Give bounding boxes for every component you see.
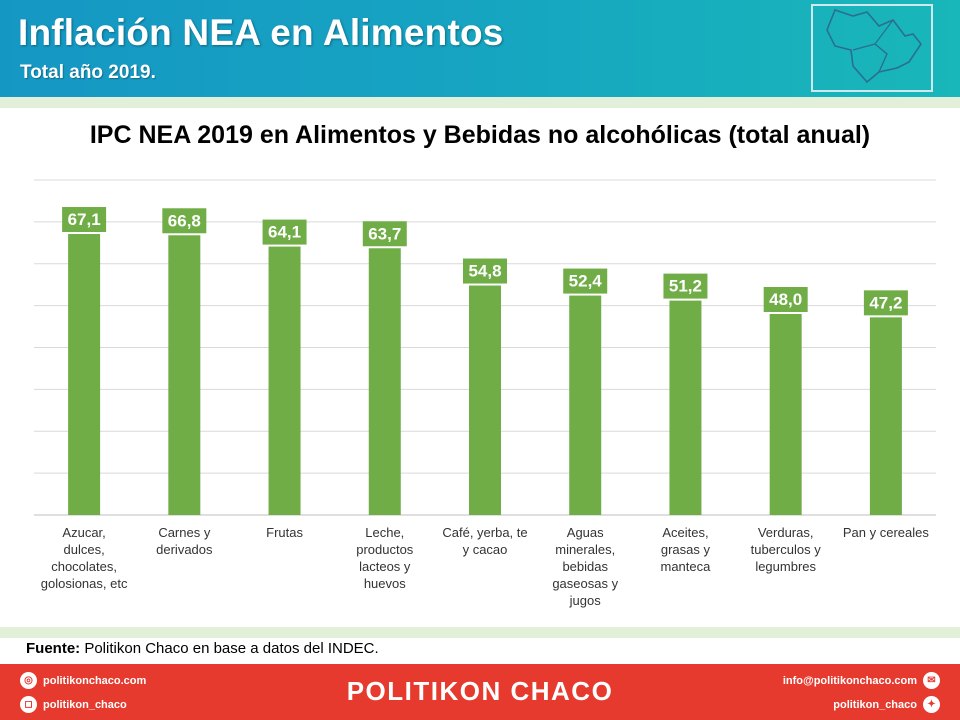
data-label-box — [563, 268, 608, 294]
bar — [68, 234, 101, 516]
data-label: 51,2 — [669, 277, 702, 296]
category-label: Azucar, dulces, chocolates, golosionas, etc — [41, 525, 128, 591]
category-label: Aceites, grasas y manteca — [661, 525, 712, 574]
bar — [669, 300, 702, 515]
data-label: 64,1 — [268, 223, 301, 242]
category-label: Carnes y derivados — [156, 525, 213, 557]
data-label-box — [362, 221, 407, 247]
data-label-box — [463, 258, 507, 284]
footer-instagram: politikon_chaco — [43, 698, 127, 711]
data-label-box — [62, 207, 107, 233]
category-label: Verduras, tuberculos y legumbres — [751, 525, 822, 574]
category-label: Pan y cereales — [843, 525, 929, 540]
footer-email-link[interactable]: info@politikonchaco.com ✉ — [783, 672, 940, 689]
bar-chart: 67,1 66,8 64,1 63,7 54,8 52,4 51,2 48,0 47,2 Azu… — [34, 179, 936, 608]
data-label: 54,8 — [468, 262, 501, 281]
bar — [869, 317, 902, 515]
data-label: 66,8 — [168, 211, 201, 230]
instagram-icon: ◻ — [20, 696, 37, 713]
bar — [469, 285, 501, 515]
bar — [769, 314, 802, 515]
data-label-box — [763, 287, 808, 312]
top-accent-band — [0, 97, 960, 108]
data-label-box — [663, 273, 708, 299]
data-label-box — [262, 219, 307, 245]
data-label: 48,0 — [769, 290, 802, 309]
data-label: 63,7 — [368, 224, 401, 243]
data-label: 67,1 — [68, 210, 101, 229]
footer-bar: ◎ politikonchaco.com ◻ politikon_chaco P… — [0, 664, 960, 720]
footer-twitter-link[interactable]: politikon_chaco ✦ — [833, 696, 940, 713]
data-label: 47,2 — [869, 293, 902, 312]
category-label: Leche, productos lacteos y huevos — [356, 525, 414, 591]
category-label: Frutas — [266, 525, 303, 540]
footer-email: info@politikonchaco.com — [782, 674, 917, 687]
source-text: Politikon Chaco en base a datos del INDE… — [80, 640, 379, 657]
page-title: Inflación NEA en Alimentos — [18, 12, 504, 53]
page-subtitle: Total año 2019. — [20, 62, 156, 83]
header-banner: Inflación NEA en Alimentos Total año 201… — [0, 0, 960, 97]
footer-website-link[interactable]: ◎ politikonchaco.com — [20, 672, 146, 689]
data-label: 52,4 — [569, 272, 603, 291]
bar — [368, 248, 401, 515]
mail-icon: ✉ — [923, 672, 940, 689]
footer-website: politikonchaco.com — [43, 674, 147, 687]
chart-title: IPC NEA 2019 en Alimentos y Bebidas no a… — [89, 121, 871, 149]
bar — [268, 246, 301, 516]
bar — [168, 235, 201, 515]
nea-map-icon — [811, 4, 933, 92]
data-label-box — [863, 290, 908, 316]
category-label: Café, yerba, te y cacao — [442, 525, 527, 557]
category-label: Aguas minerales, bebidas gaseosas y jugos — [552, 525, 618, 608]
data-label-box — [162, 208, 207, 234]
source-note: Fuente: Politikon Chaco en base a datos … — [26, 640, 379, 657]
twitter-icon: ✦ — [923, 696, 940, 713]
footer-brand: POLITIKON CHACO — [346, 676, 614, 706]
source-label: Fuente: — [26, 640, 81, 657]
footer-twitter: politikon_chaco — [833, 698, 917, 711]
footer-instagram-link[interactable]: ◻ politikon_chaco — [20, 696, 127, 713]
bottom-accent-band — [0, 627, 960, 638]
bar — [569, 295, 602, 515]
globe-icon: ◎ — [20, 672, 37, 689]
